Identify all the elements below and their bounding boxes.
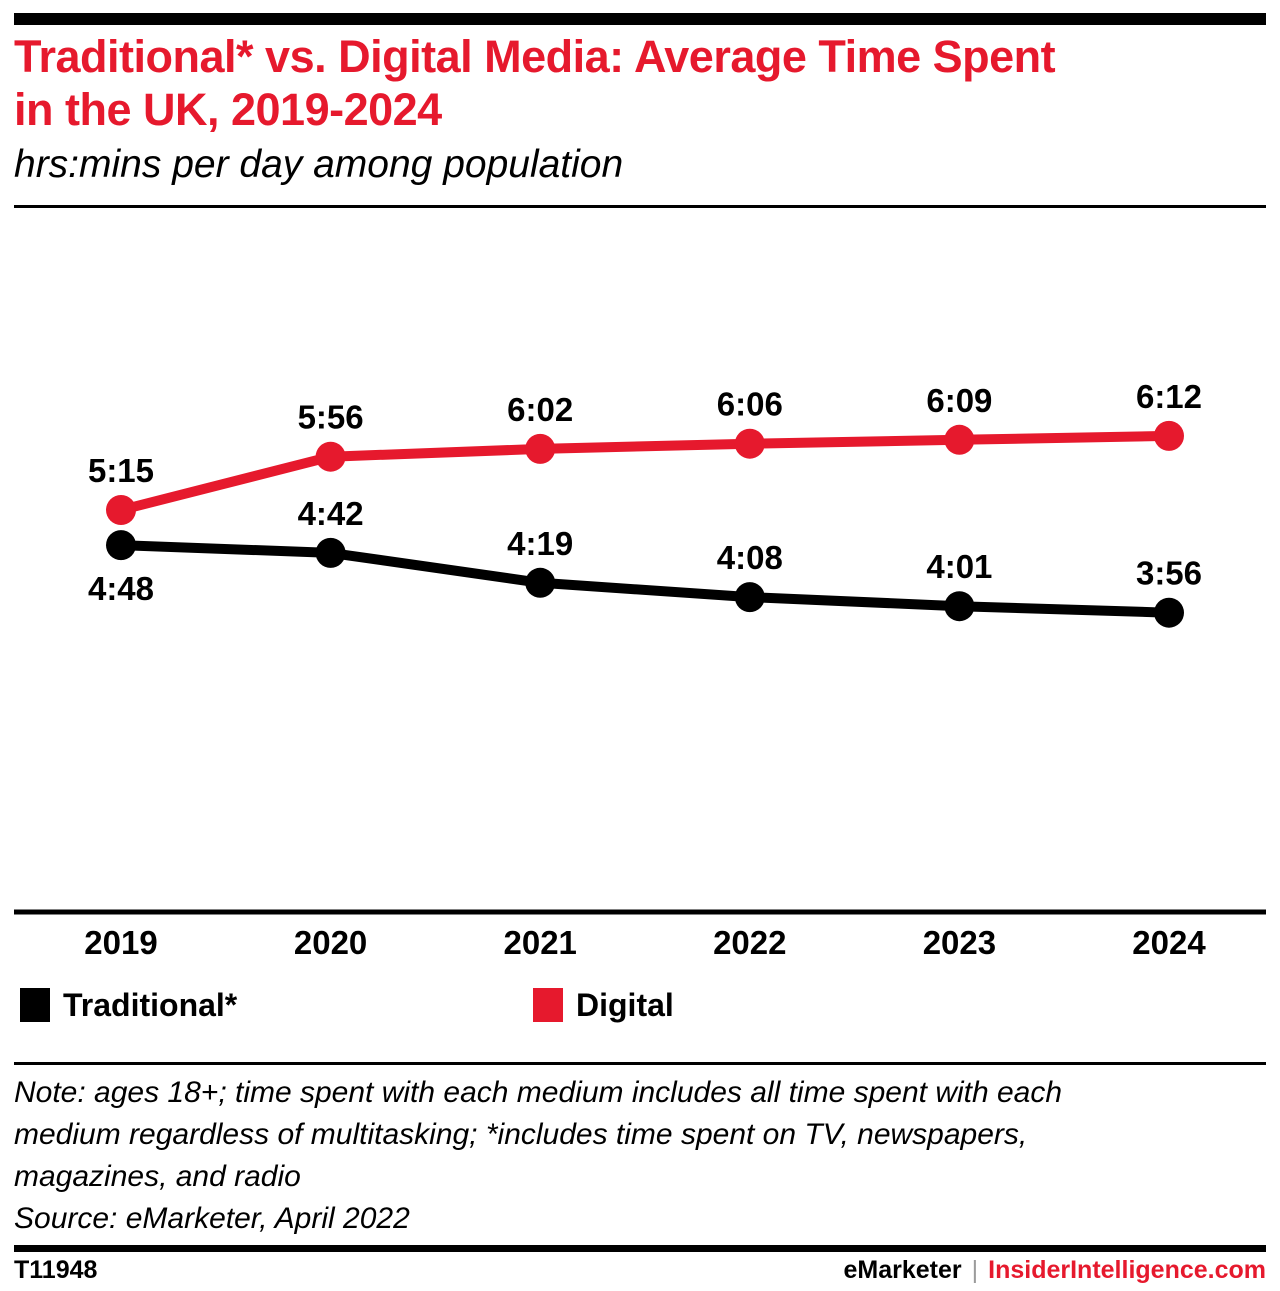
legend-item-traditional: Traditional* xyxy=(20,988,237,1022)
digital-point-2023 xyxy=(944,424,975,455)
top-bar xyxy=(14,13,1266,25)
traditional-value-label-2021: 4:19 xyxy=(507,525,573,562)
traditional-value-label-2020: 4:42 xyxy=(298,495,364,532)
digital-value-label-2023: 6:09 xyxy=(926,382,992,419)
digital-point-2024 xyxy=(1154,420,1184,451)
traditional-point-2022 xyxy=(734,582,765,613)
footnote: Note: ages 18+; time spent with each med… xyxy=(14,1072,1266,1240)
brand-emarketer: eMarketer xyxy=(843,1256,962,1284)
x-tick-label-2019: 2019 xyxy=(84,924,157,961)
footnote-line-1: Note: ages 18+; time spent with each med… xyxy=(14,1076,1063,1109)
traditional-value-label-2023: 4:01 xyxy=(926,548,992,585)
digital-point-2019 xyxy=(106,495,136,525)
chart-subtitle: hrs:mins per day among population xyxy=(14,143,624,186)
legend-swatch-traditional xyxy=(20,988,50,1022)
x-tick-label-2021: 2021 xyxy=(503,924,576,961)
digital-line xyxy=(116,430,1174,515)
x-tick-label-2024: 2024 xyxy=(1132,924,1206,961)
digital-point-2021 xyxy=(525,433,556,464)
traditional-point-2020 xyxy=(315,537,346,568)
digital-value-label-2019: 5:15 xyxy=(88,452,154,489)
chart-title-line-2: in the UK, 2019-2024 xyxy=(14,84,442,135)
x-tick-label-2023: 2023 xyxy=(923,924,996,961)
chart-id: T11948 xyxy=(14,1256,98,1284)
brand-separator: | xyxy=(971,1256,979,1284)
footer-divider xyxy=(14,1245,1266,1252)
traditional-point-2023 xyxy=(944,591,975,622)
chart-title: Traditional* vs. Digital Media: Average … xyxy=(14,30,1266,136)
footnote-line-2: medium regardless of multitasking; *incl… xyxy=(14,1118,1028,1151)
digital-value-label-2021: 6:02 xyxy=(507,391,573,428)
traditional-point-2019 xyxy=(106,530,136,561)
x-tick-label-2022: 2022 xyxy=(713,924,786,961)
traditional-value-label-2024: 3:56 xyxy=(1136,555,1202,592)
traditional-point-2021 xyxy=(525,567,556,598)
brand-site-link[interactable]: InsiderIntelligence.com xyxy=(988,1256,1266,1284)
line-chart: 2019 2020 2021 2022 2023 2024 4:48 4:42 4:19 4:08… xyxy=(14,378,1266,961)
legend-divider xyxy=(14,1062,1266,1065)
footnote-line-3: magazines, and radio xyxy=(14,1160,301,1193)
x-tick-label-2020: 2020 xyxy=(294,924,367,961)
traditional-value-label-2022: 4:08 xyxy=(717,539,783,576)
traditional-point-2024 xyxy=(1154,597,1184,628)
footer-brand: eMarketer | InsiderIntelligence.com xyxy=(844,1256,1267,1285)
legend-label-digital: Digital xyxy=(576,987,674,1023)
digital-value-label-2022: 6:06 xyxy=(717,386,783,423)
legend-swatch-digital xyxy=(533,988,563,1022)
digital-value-label-2024: 6:12 xyxy=(1136,378,1202,415)
header-divider xyxy=(14,205,1266,208)
legend-label-traditional: Traditional* xyxy=(63,987,238,1023)
digital-point-2022 xyxy=(734,428,765,459)
traditional-value-label-2019: 4:48 xyxy=(88,570,154,607)
source-line: Source: eMarketer, April 2022 xyxy=(14,1202,410,1235)
digital-point-2020 xyxy=(315,441,346,472)
chart-title-line-1: Traditional* vs. Digital Media: Average … xyxy=(14,31,1056,82)
legend-item-digital: Digital xyxy=(533,988,674,1022)
traditional-line xyxy=(116,540,1174,618)
digital-value-label-2020: 5:56 xyxy=(298,399,364,436)
